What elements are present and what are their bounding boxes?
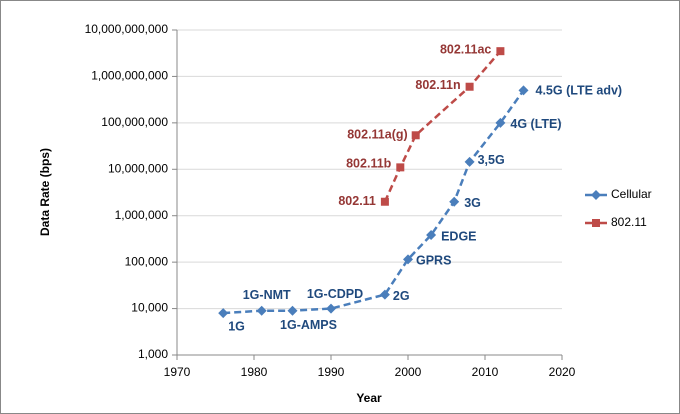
point-label: 3G [464, 196, 481, 210]
series-line [223, 89, 525, 315]
x-tick-label: 2010 [472, 365, 499, 379]
x-tick-label: 2020 [549, 365, 576, 379]
marker [396, 163, 405, 172]
x-tick-label: 1980 [241, 365, 268, 379]
point-label: 4.5G (LTE adv) [536, 84, 623, 98]
x-axis-title: Year [356, 391, 382, 405]
point-label: 2G [393, 289, 410, 303]
point-label: 802.11 [338, 194, 376, 208]
point-label: 1G-NMT [243, 288, 291, 302]
marker [287, 305, 298, 316]
point-label: 802.11b [346, 157, 392, 171]
y-tick-label: 100,000 [125, 254, 169, 268]
point-label: 802.11ac [440, 42, 491, 56]
point-label: 802.11n [415, 78, 460, 92]
point-label: 802.11a(g) [347, 128, 407, 142]
marker [495, 117, 506, 128]
legend-label: Cellular [611, 187, 652, 201]
point-label: 4G (LTE) [510, 117, 561, 131]
point-label: GPRS [416, 254, 451, 268]
marker [465, 82, 474, 91]
series-line [383, 50, 502, 203]
marker [379, 289, 390, 300]
x-tick-label: 1970 [164, 365, 191, 379]
y-tick-label: 1,000,000,000 [91, 69, 168, 83]
marker [464, 156, 475, 167]
x-tick-label: 1990 [318, 365, 345, 379]
y-tick-label: 1,000 [138, 347, 168, 361]
y-tick-label: 1,000,000 [115, 208, 169, 222]
point-label: 1G [228, 319, 245, 333]
x-tick-label: 2000 [395, 365, 422, 379]
point-label: EDGE [441, 229, 476, 243]
point-label: 3,5G [478, 153, 505, 167]
marker [496, 47, 505, 56]
legend-label: 802.11 [611, 215, 647, 229]
marker [380, 197, 389, 206]
y-tick-label: 10,000,000 [108, 161, 168, 175]
legend-marker [592, 219, 600, 227]
y-axis-title: Data Rate (bps) [38, 148, 52, 236]
marker [326, 303, 336, 314]
marker [218, 308, 229, 319]
legend-marker [591, 190, 601, 200]
marker [256, 305, 267, 316]
y-tick-label: 10,000,000,000 [85, 22, 169, 36]
marker [411, 131, 420, 140]
marker [403, 254, 413, 265]
marker [449, 196, 460, 207]
y-tick-label: 10,000 [131, 301, 168, 315]
point-label: 1G-CDPD [307, 287, 363, 301]
marker [518, 85, 529, 96]
point-label: 1G-AMPS [280, 318, 337, 332]
y-tick-label: 100,000,000 [101, 115, 168, 129]
marker [426, 230, 437, 241]
